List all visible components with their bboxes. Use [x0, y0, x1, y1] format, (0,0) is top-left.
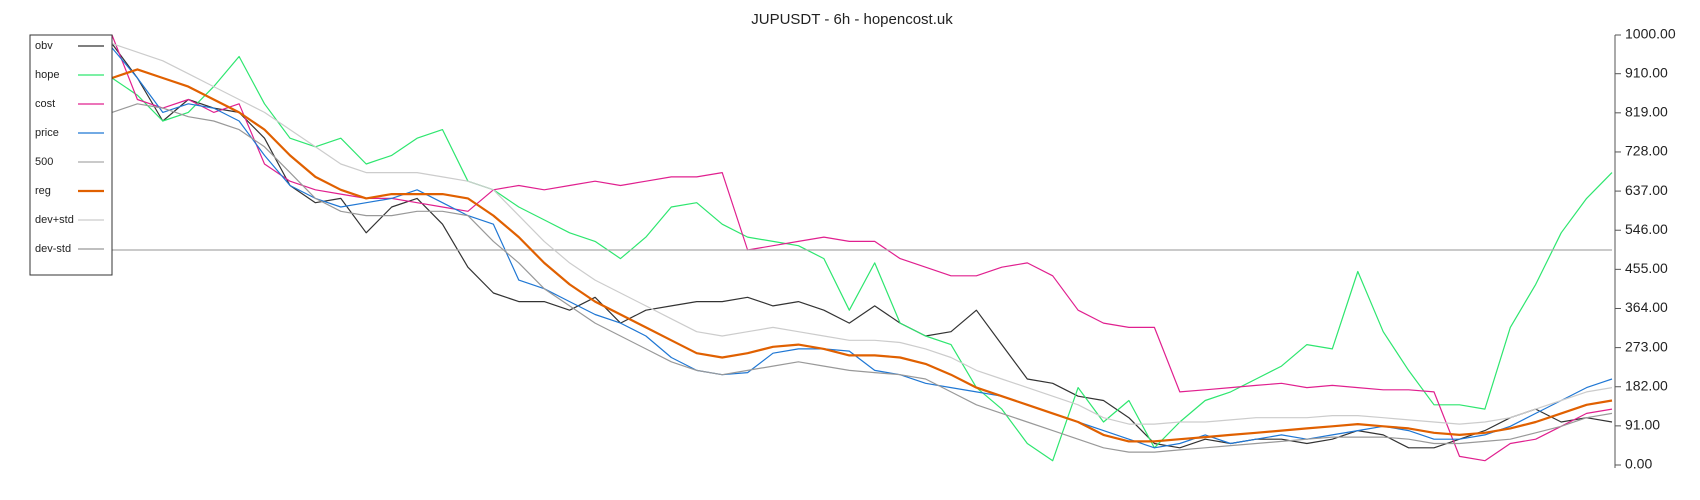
y-tick-label: 91.00	[1625, 417, 1660, 433]
y-tick-label: 819.00	[1625, 104, 1668, 120]
legend-label: price	[35, 127, 59, 139]
y-tick-label: 637.00	[1625, 182, 1668, 198]
y-tick-label: 182.00	[1625, 377, 1668, 393]
legend-label: obv	[35, 40, 53, 52]
legend-label: 500	[35, 156, 53, 168]
series-line	[111, 55, 1613, 462]
y-tick-label: 910.00	[1625, 64, 1668, 80]
legend-label: dev-std	[35, 243, 71, 255]
legend-label: cost	[35, 98, 55, 110]
series-line	[111, 47, 1613, 449]
y-tick-label: 0.00	[1625, 456, 1652, 472]
series-line	[111, 68, 1613, 443]
y-tick-label: 364.00	[1625, 299, 1668, 315]
series-line	[111, 103, 1613, 453]
y-tick-label: 273.00	[1625, 338, 1668, 354]
legend-label: dev+std	[35, 214, 74, 226]
legend-label: reg	[35, 185, 51, 197]
y-tick-label: 728.00	[1625, 143, 1668, 159]
legend: obv hope cost price 500 reg dev+std dev-std	[29, 34, 113, 276]
series-line	[111, 43, 1613, 425]
y-tick-label: 455.00	[1625, 260, 1668, 276]
series-line	[111, 34, 1613, 462]
y-tick-label: 546.00	[1625, 221, 1668, 237]
series-line	[111, 43, 1613, 449]
y-tick-label: 1000.00	[1625, 26, 1676, 42]
plot-area	[111, 34, 1613, 462]
legend-label: hope	[35, 69, 59, 81]
chart-title: JUPUSDT - 6h - hopencost.uk	[751, 11, 953, 28]
